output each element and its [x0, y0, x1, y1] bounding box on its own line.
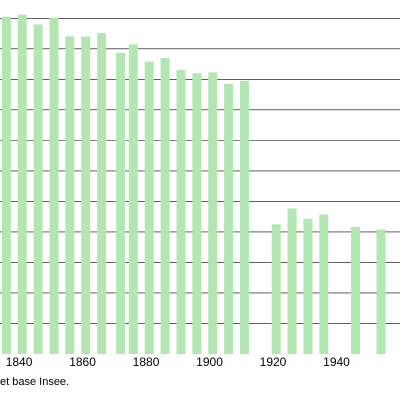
source-note: et base Insee. — [0, 376, 70, 388]
bar-1846 — [33, 24, 43, 355]
bar-1851 — [49, 17, 59, 354]
bar-1841 — [17, 14, 27, 354]
bar-1866 — [97, 32, 107, 355]
bar-1921 — [271, 224, 281, 354]
bar-1891 — [176, 69, 186, 354]
bar-1946 — [351, 227, 361, 354]
bar-1906 — [224, 83, 234, 354]
x-tick-label-1940: 1940 — [323, 355, 350, 369]
x-tick-label-1840: 1840 — [6, 355, 33, 369]
bar-1886 — [160, 57, 170, 354]
bar-1954 — [376, 229, 386, 354]
x-tick-label-1900: 1900 — [196, 355, 223, 369]
bar-1901 — [208, 72, 218, 354]
x-tick-label-1920: 1920 — [260, 355, 287, 369]
x-tick-label-1860: 1860 — [69, 355, 96, 369]
bar-1861 — [81, 36, 91, 354]
bar-1876 — [128, 44, 138, 354]
bar-1931 — [303, 218, 313, 354]
bar-1926 — [287, 208, 297, 354]
bar-1872 — [116, 52, 126, 354]
bar-1936 — [319, 214, 329, 354]
bar-1836 — [1, 16, 11, 354]
bar-1881 — [144, 61, 154, 354]
bar-1911 — [239, 80, 249, 354]
x-tick-label-1880: 1880 — [133, 355, 160, 369]
bar-1856 — [65, 36, 75, 354]
bar-1896 — [192, 73, 202, 354]
